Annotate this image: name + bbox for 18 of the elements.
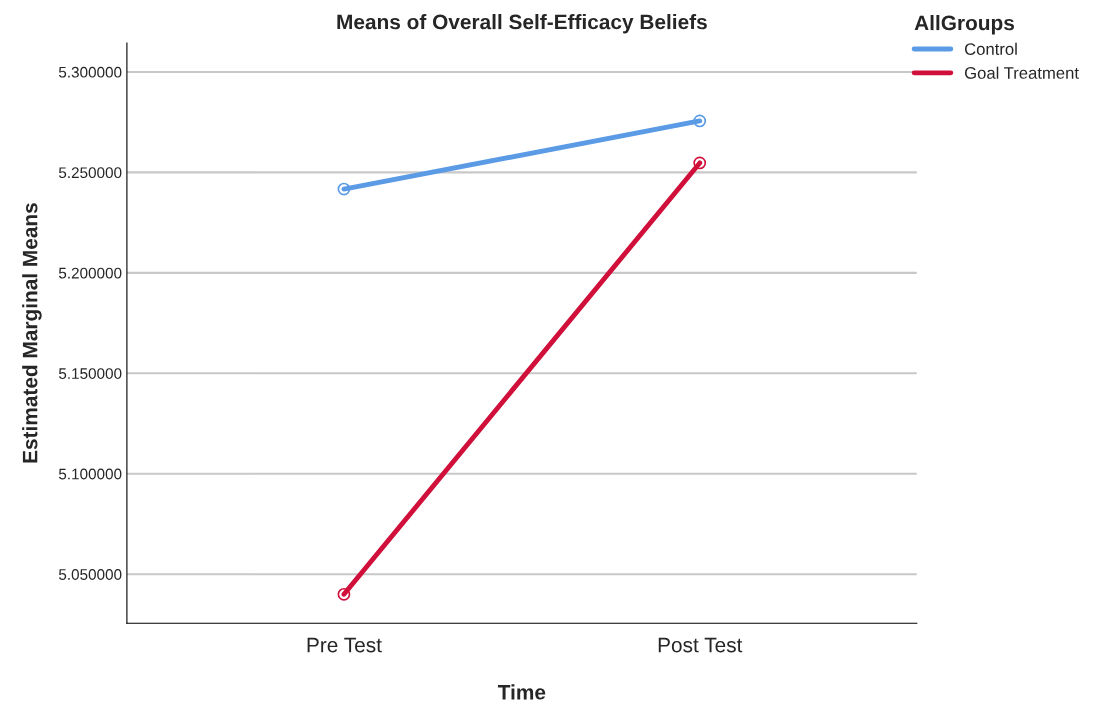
point	[693, 156, 707, 170]
y-tick-label: 5.300000	[58, 66, 122, 78]
y-tick-label: 5.200000	[58, 267, 122, 279]
y-tick-label: 5.250000	[58, 167, 122, 179]
y-tick-label: 5.100000	[58, 468, 122, 480]
legend-title: AllGroups	[914, 15, 1014, 35]
x-tick-label: Post Test	[658, 637, 743, 653]
point	[337, 587, 351, 601]
chart-title: Means of Overall Self-Efficacy Beliefs	[337, 14, 707, 34]
y-tick-label: 5.050000	[58, 569, 122, 580]
point	[693, 114, 707, 128]
x-axis-title: Time	[497, 684, 546, 700]
x-tick-label: Pre Test	[307, 637, 382, 653]
legend-label: Goal Treatment	[964, 66, 1079, 79]
legend-label: Control	[964, 42, 1017, 55]
y-axis-title: Estimated Marginal Means	[22, 203, 42, 463]
point	[337, 182, 351, 196]
y-tick-label: 5.150000	[58, 368, 122, 379]
